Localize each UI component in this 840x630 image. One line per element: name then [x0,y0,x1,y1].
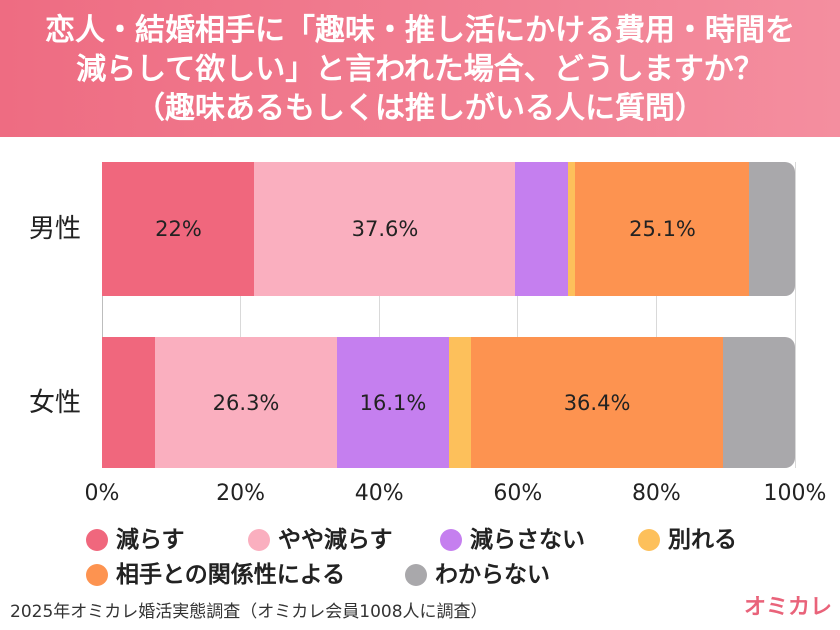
bar-segment: 22% [102,162,255,296]
gridline [517,162,519,468]
legend-label: 減らさない [470,527,585,553]
data-label: 22% [155,217,202,241]
bar-segment [448,337,472,468]
legend-item: やや減らす [248,527,393,553]
source-note: 2025年オミカレ婚活実態調査（オミカレ会員1008人に調査） [10,602,488,622]
category-label: 女性 [28,387,81,418]
legend-swatch-icon [248,529,270,551]
bar-segment: 16.1% [336,337,449,468]
legend-swatch-icon [405,564,427,586]
stacked-bar-row-2: 26.3% 16.1% 36.4% [102,337,795,468]
legend-item: 減らす [86,527,185,553]
legend-item: 別れる [638,527,737,553]
legend-label: やや減らす [278,527,393,553]
bar-segment [722,337,795,468]
gridline [240,162,242,468]
bar-segment: 26.3% [154,337,338,468]
bar-segment [567,162,576,296]
legend-swatch-icon [638,529,660,551]
stacked-bar-row-1: 22% 37.6% 25.1% [102,162,795,296]
bar-segment [515,162,569,296]
gridline [655,162,657,468]
data-label: 25.1% [629,217,696,241]
gridline [378,162,380,468]
legend-label: わからない [435,562,550,588]
chart-legend: 減らす やや減らす 減らさない 別れる相手との関係性による わからない [0,520,840,598]
data-label: 16.1% [359,390,427,415]
category-label: 男性 [28,214,81,244]
x-tick-label: 0% [84,481,120,506]
x-tick-label: 20% [216,481,266,506]
legend-swatch-icon [86,564,108,586]
title-line-1: 恋人・結婚相手に「趣味・推し活にかける費用・時間を [45,13,795,48]
brand-logo: オミカレ [743,595,832,620]
stacked-bar-chart: 0% 20% 40% 60% 80% 100% 男性 22% 37.6% 25.1% 女性 26.3%… [28,162,827,506]
data-label: 36.4% [563,390,631,415]
bar-segment [749,162,795,296]
x-tick-label: 60% [493,481,543,506]
legend-label: 相手との関係性による [116,562,346,588]
gridline [794,162,796,468]
bar-segment: 37.6% [254,162,516,296]
x-tick-label: 40% [354,481,404,506]
legend-item: 相手との関係性による [86,562,345,588]
bar-segment: 25.1% [575,162,750,296]
legend-label: 別れる [668,527,737,553]
legend-item: 減らさない [440,527,585,553]
bar-segment [102,337,156,468]
title-line-2: 減らして欲しい」と言われた場合、どうしますか？ [76,52,764,87]
title-banner: 恋人・結婚相手に「趣味・推し活にかける費用・時間を 減らして欲しい」と言われた場… [0,0,840,137]
legend-label: 減らす [116,527,185,553]
legend-item: わからない [405,562,550,588]
x-axis-zero-line [101,162,103,468]
bar-segment: 36.4% [470,337,724,468]
title-line-3: （趣味あるもしくは推しがいる人に質問） [135,91,705,126]
data-label: 37.6% [351,217,419,241]
data-label: 26.3% [212,390,280,415]
legend-swatch-icon [86,529,108,551]
x-tick-label: 80% [631,481,681,506]
legend-swatch-icon [440,529,462,551]
x-tick-label: 100% [763,481,827,506]
